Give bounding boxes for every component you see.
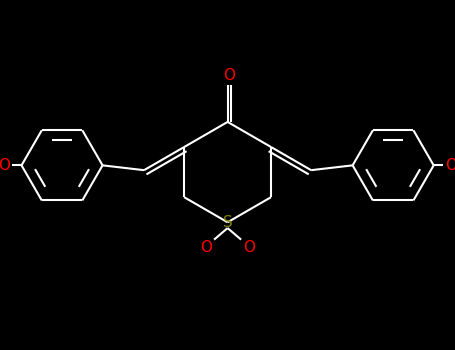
Text: O: O [243, 240, 255, 255]
Text: O: O [200, 240, 212, 255]
Text: O: O [0, 158, 10, 173]
Text: S: S [222, 215, 233, 230]
Text: O: O [445, 158, 455, 173]
Text: O: O [223, 68, 236, 83]
